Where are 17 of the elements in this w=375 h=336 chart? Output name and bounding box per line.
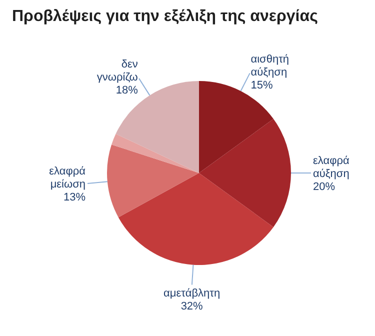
data-label: 18% xyxy=(116,84,138,97)
pie-slice xyxy=(107,144,199,218)
pie-slice xyxy=(199,118,291,228)
data-label: 32% xyxy=(180,300,204,312)
chart-title: Προβλέψεις για την εξέλιξη της ανεργίας xyxy=(12,8,318,26)
data-label: 15% xyxy=(250,79,273,92)
data-label: 20% xyxy=(313,181,336,193)
slice-label: δεν γνωρίζω xyxy=(96,58,138,84)
pie-slice xyxy=(112,134,199,173)
pie-slice xyxy=(118,173,274,265)
pie-slice xyxy=(116,81,199,173)
data-label: 13% xyxy=(63,192,86,204)
slice-label: ελαφρά αύξηση xyxy=(313,155,350,180)
slice-label: ελαφρά μείωση xyxy=(49,166,86,191)
slice-label: αισθητή αύξηση xyxy=(250,53,290,78)
slice-label: αμετάβλητη xyxy=(164,287,220,300)
pie-slice xyxy=(199,81,274,173)
